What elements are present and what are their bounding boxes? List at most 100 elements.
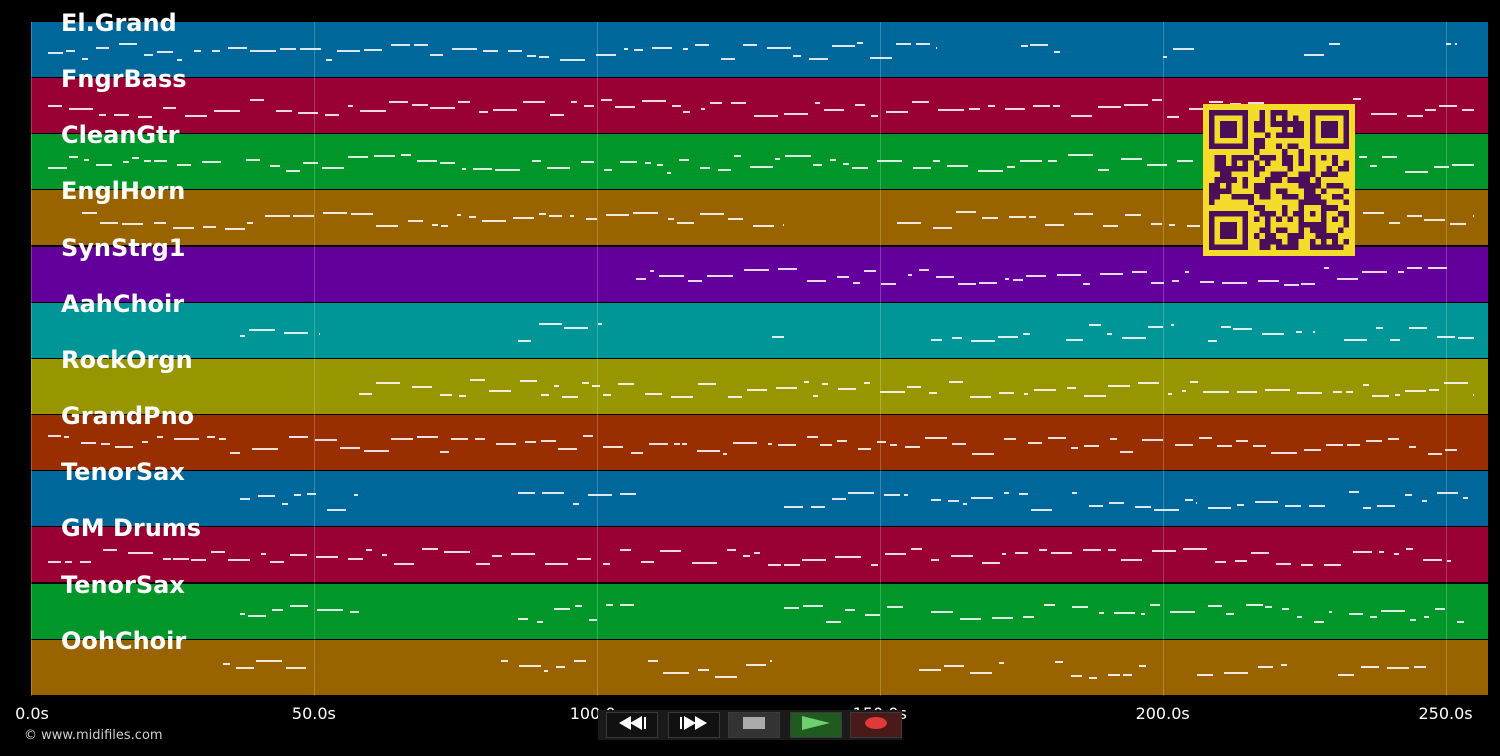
note-mark [81, 441, 97, 444]
note-mark [775, 157, 780, 160]
note-mark [1184, 498, 1193, 501]
note-mark [1407, 215, 1422, 218]
rewind-button[interactable] [606, 712, 658, 738]
note-mark [930, 558, 940, 561]
note-mark [1169, 224, 1176, 227]
note-mark [99, 222, 118, 225]
note-mark [806, 436, 818, 439]
note-mark [202, 160, 221, 163]
note-mark [1089, 324, 1102, 327]
note-mark [288, 435, 308, 438]
note-mark [382, 553, 388, 556]
note-mark [570, 214, 575, 217]
note-mark [553, 607, 571, 610]
note-mark [820, 444, 833, 447]
track-lane[interactable] [31, 358, 1488, 414]
note-mark [1208, 100, 1224, 103]
note-mark [877, 441, 887, 444]
note-mark [47, 561, 61, 564]
note-mark [285, 169, 301, 172]
note-mark [1297, 392, 1322, 395]
note-mark [1147, 164, 1167, 167]
note-mark [658, 274, 684, 277]
note-mark [1108, 501, 1124, 504]
note-mark [1009, 215, 1026, 218]
note-mark [508, 49, 523, 52]
note-mark [1039, 549, 1047, 552]
note-mark [697, 382, 716, 385]
note-mark [412, 103, 428, 106]
note-mark [99, 114, 106, 117]
note-mark [1181, 390, 1187, 393]
note-mark [905, 446, 921, 449]
note-mark [727, 395, 743, 398]
note-mark [538, 323, 562, 326]
track-lane[interactable] [31, 22, 1488, 77]
note-mark [100, 442, 110, 445]
note-mark [286, 667, 306, 670]
note-mark [832, 45, 855, 48]
track-lane[interactable] [31, 527, 1488, 583]
note-mark [451, 437, 469, 440]
stop-button[interactable] [728, 712, 780, 738]
track-lane[interactable] [31, 639, 1488, 695]
note-mark [519, 664, 541, 667]
track-lane[interactable] [31, 583, 1488, 639]
track-lane[interactable] [31, 246, 1488, 302]
note-mark [636, 277, 647, 280]
note-mark [1018, 492, 1029, 495]
fast-forward-button[interactable] [668, 712, 720, 738]
time-tick-label: 250.0s [1418, 704, 1473, 723]
note-mark [1326, 443, 1344, 446]
note-mark [240, 334, 246, 337]
note-mark [408, 220, 423, 223]
note-mark [1376, 327, 1384, 330]
note-mark [1082, 548, 1102, 551]
note-mark [575, 604, 583, 607]
track-lane[interactable] [31, 415, 1488, 471]
note-mark [1285, 504, 1301, 507]
note-mark [1349, 613, 1363, 616]
note-mark [577, 558, 592, 561]
note-mark [218, 438, 227, 441]
note-mark [618, 382, 634, 385]
note-mark [306, 493, 316, 496]
track-lane[interactable] [31, 471, 1488, 527]
note-mark [1027, 442, 1043, 445]
note-mark [754, 115, 778, 118]
note-mark [292, 215, 315, 218]
note-mark [1120, 558, 1143, 561]
note-mark [539, 55, 550, 58]
note-mark [114, 445, 133, 448]
note-mark [851, 167, 868, 169]
note-mark [999, 391, 1014, 394]
time-tick-label: 0.0s [15, 704, 49, 723]
track-lane[interactable] [31, 302, 1488, 358]
note-mark [1207, 605, 1222, 608]
note-mark [322, 212, 347, 215]
note-mark [339, 447, 361, 449]
note-mark [1173, 48, 1194, 51]
note-mark [1150, 282, 1165, 285]
gridline [879, 22, 881, 696]
note-mark [614, 106, 635, 109]
note-mark [359, 393, 372, 396]
note-mark [951, 554, 974, 557]
note-mark [1124, 213, 1142, 216]
record-button[interactable] [850, 712, 902, 738]
note-mark [1245, 604, 1264, 607]
play-button[interactable] [790, 712, 842, 738]
note-mark [768, 442, 773, 445]
note-mark [1020, 160, 1042, 163]
note-mark [526, 55, 537, 58]
note-mark [1338, 673, 1354, 676]
note-mark [441, 225, 449, 228]
qr-code-icon [1203, 104, 1355, 256]
note-mark [947, 499, 959, 502]
note-mark [970, 339, 996, 342]
note-mark [128, 551, 154, 554]
note-mark [475, 438, 485, 441]
note-mark [981, 216, 999, 219]
note-mark [223, 663, 231, 666]
track-name: TenorSax [61, 570, 185, 599]
